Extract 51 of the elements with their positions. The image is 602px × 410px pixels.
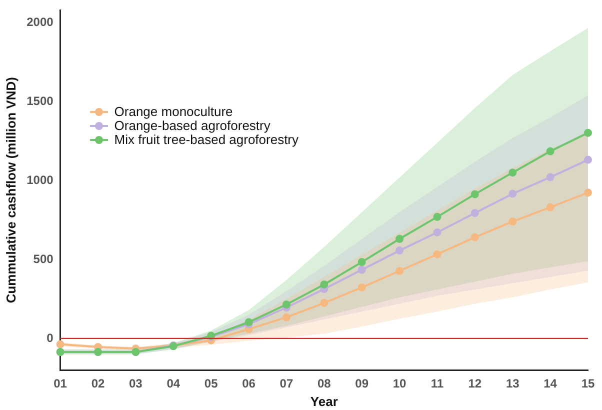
point xyxy=(470,190,479,198)
point xyxy=(584,156,592,164)
x-tick-label: 11 xyxy=(430,376,444,391)
y-axis-title: Cummulative cashflow (million VND) xyxy=(3,77,18,304)
y-tick-label: 2000 xyxy=(26,15,54,30)
x-tick-label: 01 xyxy=(54,376,68,391)
point xyxy=(433,212,442,221)
x-tick-label: 05 xyxy=(204,376,218,391)
point xyxy=(470,233,479,242)
x-tick-label: 13 xyxy=(506,376,520,391)
y-tick-label: 500 xyxy=(33,252,54,266)
point xyxy=(508,218,517,226)
point xyxy=(56,340,64,348)
x-tick-label: 03 xyxy=(129,376,143,391)
point xyxy=(396,266,404,275)
point xyxy=(282,313,290,322)
point xyxy=(358,283,366,292)
x-tick-label: 14 xyxy=(544,376,558,391)
point xyxy=(508,168,517,177)
point xyxy=(470,208,479,217)
point xyxy=(546,173,554,182)
x-tick-label: 07 xyxy=(280,376,294,391)
y-tick-label: 1500 xyxy=(26,94,54,108)
point xyxy=(433,250,442,258)
legend-label: Orange-based agroforestry xyxy=(114,118,270,134)
point xyxy=(282,300,290,309)
x-tick-label: 04 xyxy=(166,376,180,391)
legend-label: Mix fruit tree-based agroforestry xyxy=(114,132,299,148)
point xyxy=(584,128,592,137)
point xyxy=(508,190,517,198)
point xyxy=(584,188,592,197)
point xyxy=(358,266,366,274)
x-tick-label: 02 xyxy=(91,376,105,391)
legend-label: Orange monoculture xyxy=(114,104,233,120)
point xyxy=(320,280,328,288)
x-axis-title: Year xyxy=(310,394,338,409)
point xyxy=(396,234,404,243)
x-tick-label: 12 xyxy=(468,376,482,391)
x-tick-label: 15 xyxy=(581,376,595,391)
point xyxy=(546,147,554,156)
x-tick-label: 09 xyxy=(355,376,369,391)
y-tick-label: 1000 xyxy=(26,172,54,187)
point xyxy=(396,246,404,255)
point xyxy=(358,258,366,266)
x-tick-label: 06 xyxy=(242,376,256,391)
x-tick-label: 08 xyxy=(317,376,332,391)
point xyxy=(433,228,442,236)
x-tick-label: 10 xyxy=(392,376,407,391)
point xyxy=(546,203,554,212)
point xyxy=(320,298,328,307)
y-tick-label: 0 xyxy=(46,330,54,345)
